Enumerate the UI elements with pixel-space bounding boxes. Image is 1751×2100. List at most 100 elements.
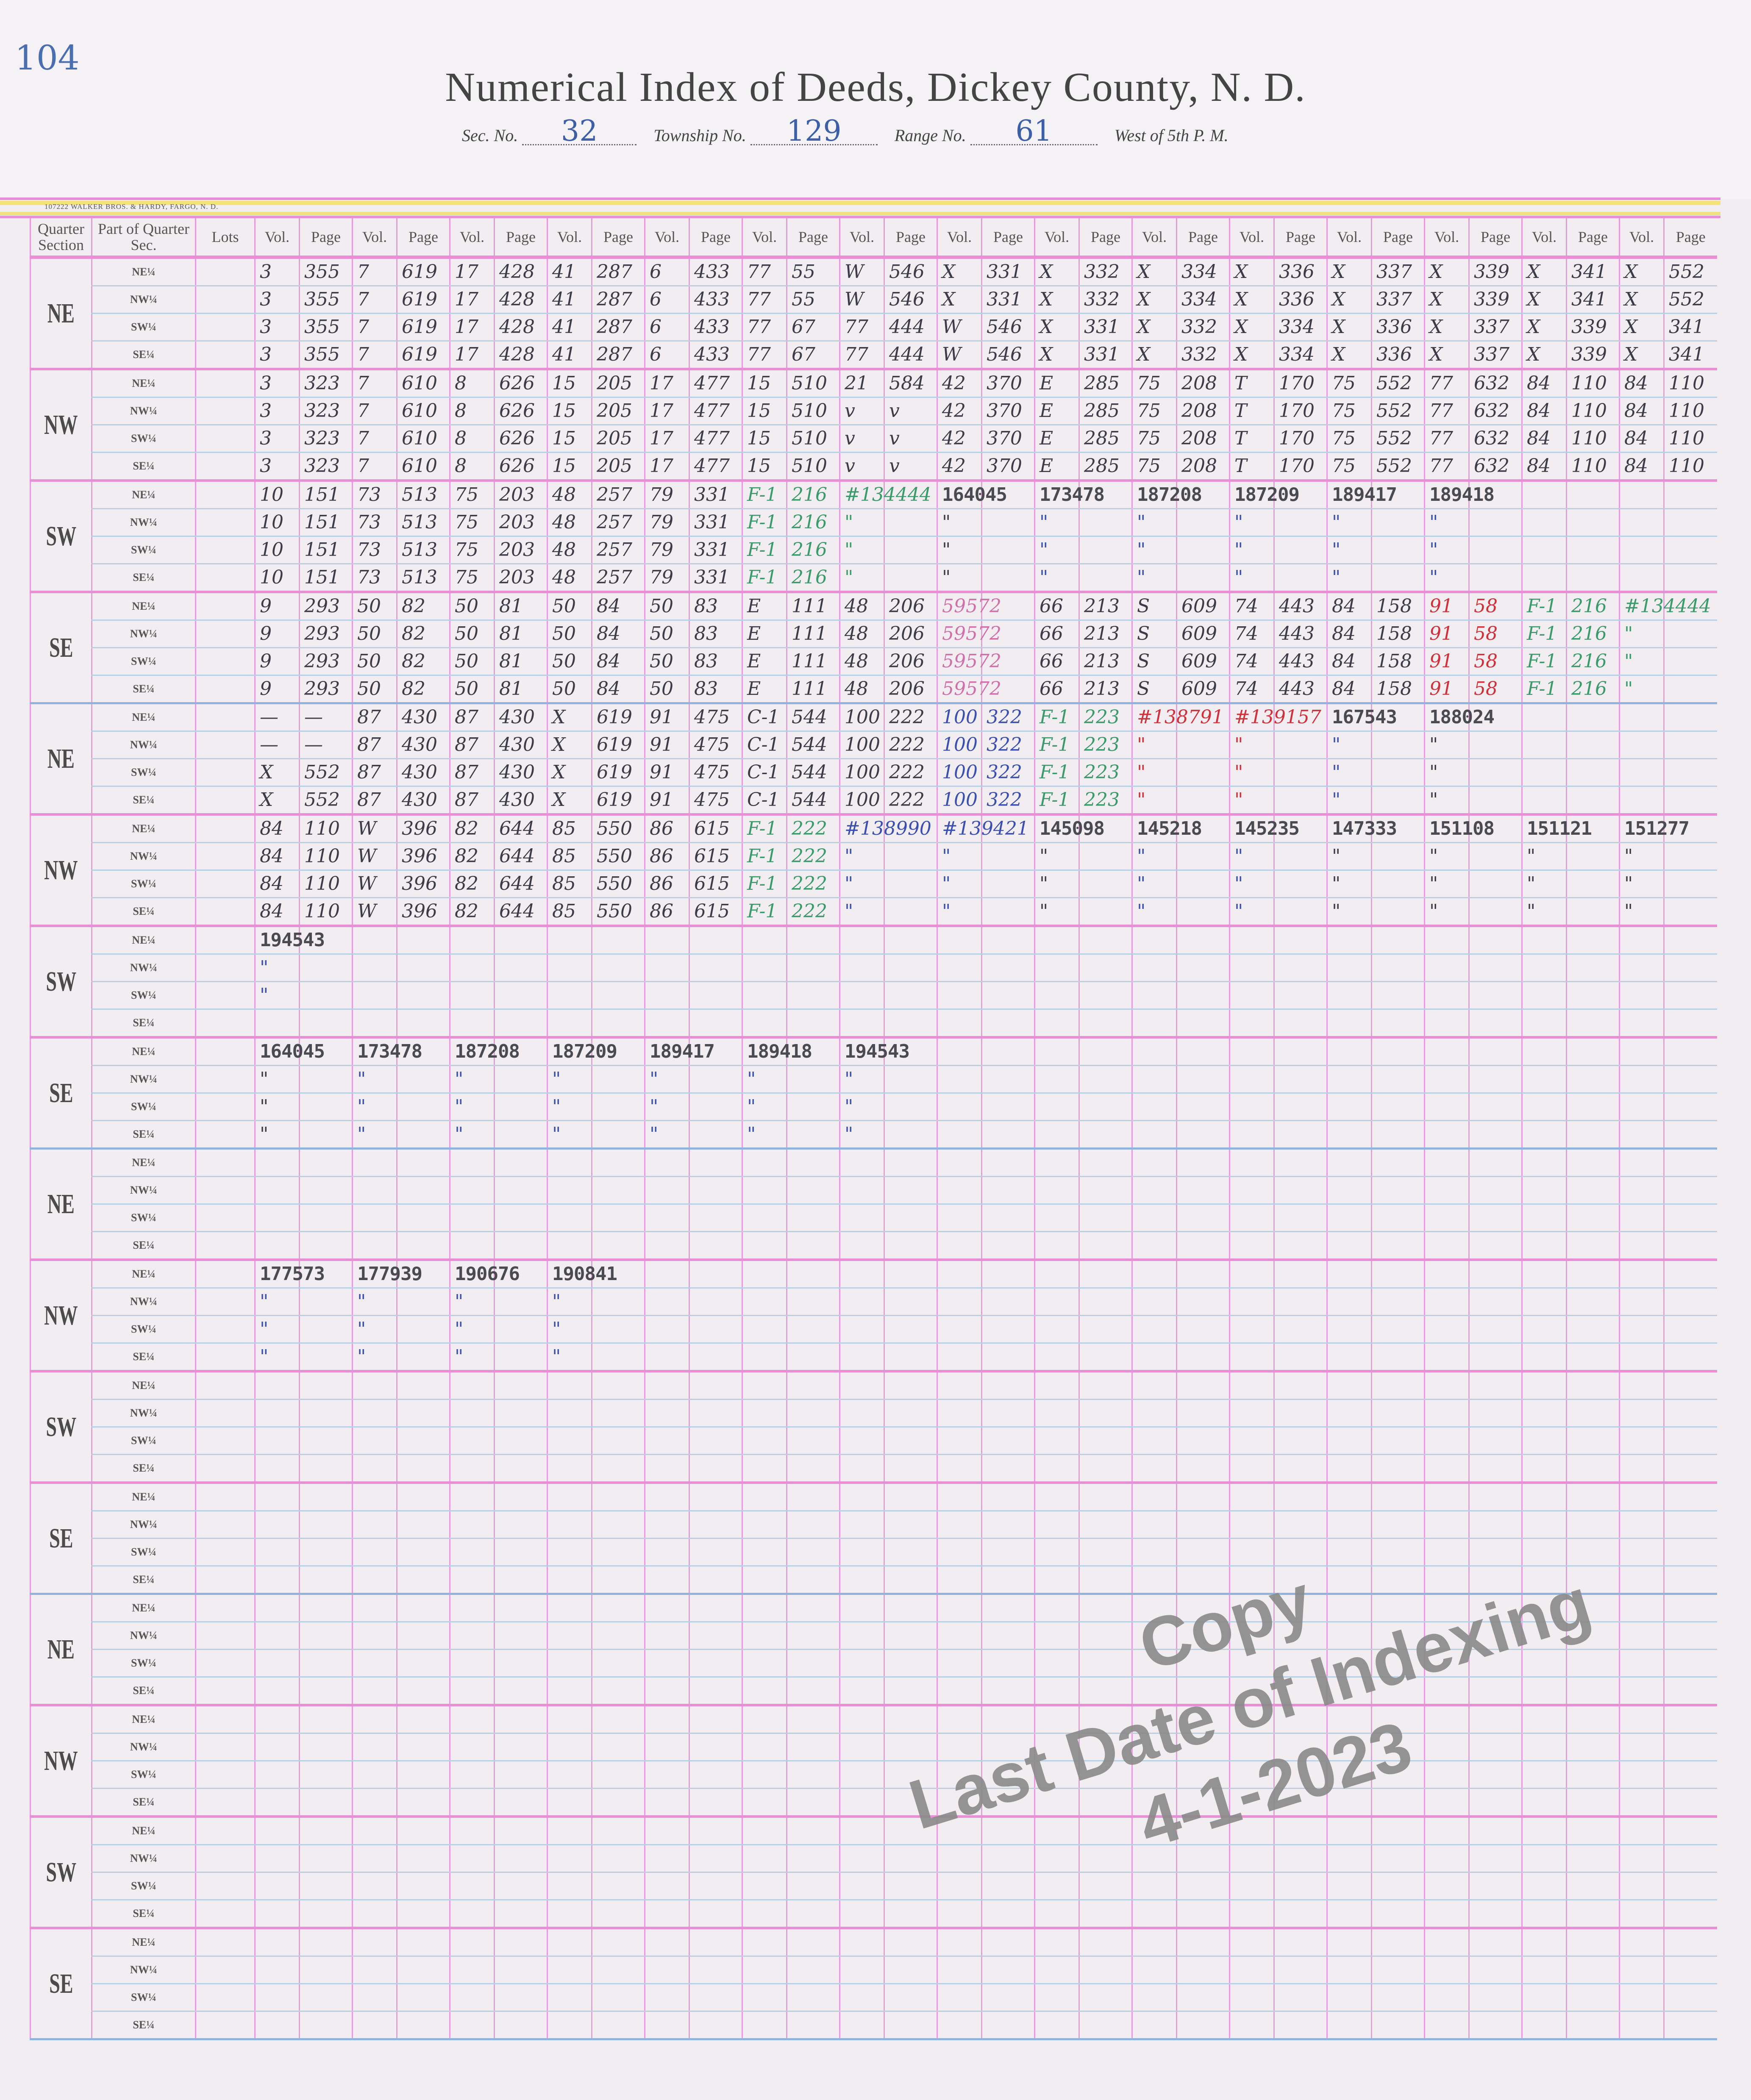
page-value: 206 — [889, 650, 925, 672]
page-cell — [884, 1454, 937, 1484]
page-cell — [981, 1148, 1035, 1177]
vol-cell: " — [1424, 564, 1469, 593]
vol-cell — [644, 1009, 689, 1039]
vol-cell: " — [742, 1120, 787, 1150]
vol-cell — [1326, 1176, 1372, 1205]
page-cell — [396, 954, 450, 982]
vol-cell: 82 — [449, 870, 495, 898]
page-cell — [1176, 1566, 1230, 1595]
vol-value: 48 — [552, 511, 576, 533]
vol-value: 8 — [455, 372, 467, 394]
page-cell — [1663, 1260, 1717, 1289]
quarter-section-label: SE — [30, 592, 92, 704]
page-cell — [1468, 2011, 1522, 2040]
vol-value: 75 — [455, 484, 478, 506]
page-cell — [1663, 1705, 1717, 1734]
vol-cell: 84 — [1619, 452, 1664, 482]
page-cell: 110 — [1663, 369, 1717, 398]
vol-cell: F-1 — [742, 481, 787, 509]
vol-cell: 187208 — [449, 1037, 520, 1066]
page-cell — [591, 1705, 645, 1734]
vol-value: 10 — [260, 567, 283, 588]
vol-value: W — [357, 845, 376, 867]
page-cell: 158 — [1371, 675, 1425, 704]
vol-cell: X — [1619, 313, 1664, 342]
page-cell — [1468, 842, 1522, 871]
page-cell — [1468, 1204, 1522, 1232]
vol-value: " — [1234, 900, 1243, 922]
page-cell — [299, 1733, 353, 1761]
vol-cell: #139421 — [937, 814, 1029, 843]
vol-value: " — [1332, 511, 1340, 533]
page-cell: 285 — [1078, 452, 1132, 482]
vol-value: 73 — [357, 511, 381, 533]
page-cell — [1468, 1983, 1522, 2012]
table-row: SE NE¼ — [30, 1483, 1717, 1595]
vol-cell: 87 — [449, 758, 495, 787]
table-row: SW¼ 9 293 50 82 50 81 50 84 50 83 E 111 48 206 59572 66 2… — [31, 647, 1717, 676]
page-cell: 110 — [1566, 425, 1620, 453]
table-row: NW¼ " " " " — [31, 1288, 1717, 1316]
header-vol: Vol. — [1424, 218, 1469, 259]
vol-value: 77 — [1429, 428, 1453, 449]
vol-cell — [1521, 1900, 1567, 1929]
vol-value: " — [942, 511, 951, 533]
vol-cell: " — [1326, 536, 1372, 564]
quarter-section-text: SE — [49, 633, 73, 662]
page-cell: 331 — [981, 257, 1035, 286]
vol-cell: X — [254, 758, 300, 787]
page-cell: 644 — [494, 870, 548, 898]
vol-value: 50 — [357, 595, 381, 617]
vol-value: 84 — [1527, 455, 1551, 477]
vol-cell — [1034, 1315, 1079, 1344]
vol-cell — [1619, 1037, 1664, 1066]
vol-cell: " — [449, 1343, 495, 1372]
page-cell: 334 — [1273, 313, 1327, 342]
vol-cell — [352, 1928, 397, 1957]
vol-cell — [352, 1176, 397, 1205]
page-cell: 619 — [591, 731, 645, 759]
page-cell — [1078, 1037, 1132, 1066]
vol-value: 77 — [747, 344, 771, 365]
lots-cell — [195, 1427, 255, 1455]
vol-cell — [547, 1454, 592, 1484]
vol-cell — [547, 1176, 592, 1205]
lots-cell — [195, 1983, 255, 2012]
page-value: 83 — [694, 595, 718, 617]
page-cell — [1371, 842, 1425, 871]
page-value: 203 — [499, 511, 535, 533]
page-cell — [1371, 1204, 1425, 1232]
page-cell — [884, 1566, 937, 1595]
vol-cell — [839, 1566, 884, 1595]
vol-cell — [742, 1705, 787, 1734]
vol-value: 7 — [357, 428, 369, 449]
page-cell: 615 — [689, 897, 742, 927]
page-value: 322 — [987, 706, 1022, 728]
vol-cell — [352, 1844, 397, 1873]
vol-cell: 7 — [352, 286, 397, 314]
page-cell: 206 — [884, 620, 937, 648]
vol-value: 6 — [650, 344, 661, 365]
page-cell — [689, 1900, 742, 1929]
page-cell — [1566, 1399, 1620, 1428]
vol-cell — [839, 1288, 884, 1316]
page-value: 619 — [597, 789, 632, 811]
page-cell: 323 — [299, 369, 353, 398]
vol-cell — [1131, 1120, 1177, 1150]
vol-cell — [1521, 758, 1567, 787]
page-cell — [494, 1065, 548, 1094]
page-cell — [884, 1260, 937, 1289]
vol-cell — [547, 1204, 592, 1232]
page-value: 287 — [597, 289, 632, 310]
vol-cell — [1619, 1511, 1664, 1539]
vol-cell — [1326, 1483, 1372, 1511]
vol-value: X — [1624, 344, 1637, 365]
page-cell: 83 — [689, 675, 742, 704]
vol-cell: X — [1619, 341, 1664, 370]
page-cell — [1176, 1454, 1230, 1484]
page-cell — [689, 1065, 742, 1094]
quarter-section-label: NW — [30, 369, 92, 482]
page-cell — [591, 1120, 645, 1150]
vol-cell: 50 — [352, 647, 397, 676]
vol-cell — [937, 1483, 982, 1511]
